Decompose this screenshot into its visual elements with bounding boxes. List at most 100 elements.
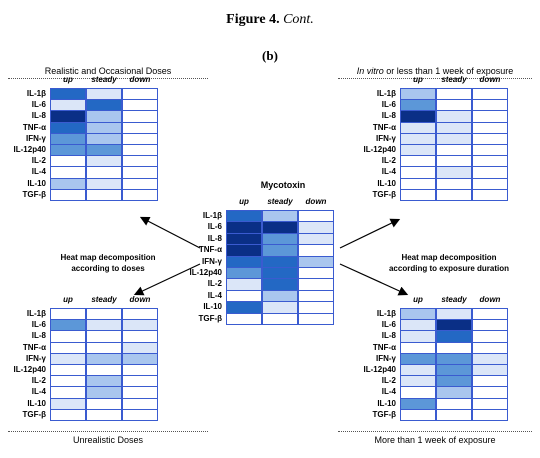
row-label: IL-2 [31, 156, 46, 166]
heat-cell [86, 188, 122, 201]
side-label-left-line2: according to doses [71, 264, 145, 273]
row-label: IL-6 [207, 222, 222, 232]
row-label: IL-2 [381, 376, 396, 386]
row-label: IL-10 [377, 398, 396, 408]
row-label: IL-6 [381, 100, 396, 110]
heat-cell [50, 408, 86, 421]
row-label: IL-2 [381, 156, 396, 166]
side-label-left-line1: Heat map decomposition [60, 253, 156, 262]
side-label-right-line1: Heat map decomposition [401, 253, 497, 262]
heat-cell [50, 188, 86, 201]
row-label: TNF-α [372, 122, 396, 132]
row-label: IFN-γ [26, 133, 46, 143]
column-header-down: down [129, 75, 151, 84]
column-header-down: down [129, 295, 151, 304]
heat-cell [436, 408, 472, 421]
row-label: TGF-β [372, 409, 396, 419]
arrow-up-right [339, 218, 401, 249]
row-label: TNF-α [22, 342, 46, 352]
heat-cell [472, 188, 508, 201]
row-label: TGF-β [198, 313, 222, 323]
caption-top-left: Realistic and Occasional Doses [8, 66, 208, 79]
column-header-up: up [63, 295, 73, 304]
column-header-steady: steady [441, 295, 467, 304]
heat-cell [436, 188, 472, 201]
row-label: IL-12p40 [13, 145, 46, 154]
heat-cell [298, 312, 334, 325]
row-label: IFN-γ [376, 133, 396, 143]
row-label: IL-6 [31, 320, 46, 330]
row-label: IL-1β [376, 89, 396, 98]
row-label: IL-10 [203, 302, 222, 312]
column-header-steady: steady [91, 75, 117, 84]
row-label: IL-1β [376, 309, 396, 318]
caption-top-right-rest: or less than 1 week of exposure [383, 66, 514, 76]
row-label: IL-10 [377, 178, 396, 188]
heat-cell [86, 408, 122, 421]
caption-top-right: In vitro or less than 1 week of exposure [338, 66, 532, 79]
row-label: IL-8 [31, 331, 46, 341]
row-label: IL-4 [31, 167, 46, 177]
row-label: IL-6 [31, 100, 46, 110]
side-label-left: Heat map decomposition according to dose… [38, 252, 178, 274]
row-label: IL-8 [31, 111, 46, 121]
arrow-down-right [339, 263, 409, 296]
row-label: IL-8 [381, 111, 396, 121]
caption-top-right-italic: In vitro [356, 66, 384, 76]
column-header-up: up [413, 75, 423, 84]
heat-cell [226, 312, 262, 325]
row-label: IL-1β [202, 211, 222, 220]
row-label: IL-8 [207, 233, 222, 243]
column-header-up: up [413, 295, 423, 304]
center-title: Mycotoxin [260, 180, 306, 190]
column-header-up: up [239, 197, 249, 206]
row-label: IL-10 [27, 398, 46, 408]
row-label: IL-8 [381, 331, 396, 341]
column-header-down: down [479, 75, 501, 84]
column-header-steady: steady [91, 295, 117, 304]
figure-label: Figure 4. [226, 12, 280, 27]
arrow-up-left [139, 216, 201, 249]
row-label: TGF-β [372, 189, 396, 199]
row-label: IL-2 [207, 279, 222, 289]
row-label: IL-12p40 [363, 365, 396, 374]
caption-bottom-right: More than 1 week of exposure [338, 431, 532, 445]
heat-cell [122, 188, 158, 201]
row-label: IL-12p40 [13, 365, 46, 374]
row-label: IL-4 [381, 167, 396, 177]
side-label-right: Heat map decomposition according to expo… [364, 252, 534, 274]
row-label: TGF-β [22, 189, 46, 199]
heat-cell [472, 408, 508, 421]
row-label: IFN-γ [376, 353, 396, 363]
row-label: IL-4 [31, 387, 46, 397]
row-label: IFN-γ [26, 353, 46, 363]
row-label: IL-12p40 [189, 268, 222, 277]
row-label: TNF-α [372, 342, 396, 352]
column-header-up: up [63, 75, 73, 84]
figure-cont: Cont. [283, 12, 314, 27]
row-label: IL-2 [31, 376, 46, 386]
heat-cell [122, 408, 158, 421]
heat-cell [400, 408, 436, 421]
row-label: IL-6 [381, 320, 396, 330]
arrow-down-left [133, 263, 201, 296]
side-label-right-line2: according to exposure duration [388, 264, 509, 273]
heat-cell [262, 312, 298, 325]
row-label: IL-1β [26, 309, 46, 318]
column-header-down: down [305, 197, 327, 206]
heat-cell [400, 188, 436, 201]
row-label: IL-10 [27, 178, 46, 188]
caption-bottom-left: Unrealistic Doses [8, 431, 208, 445]
figure-title: Figure 4. Cont. [0, 12, 540, 28]
row-label: TNF-α [22, 122, 46, 132]
row-label: TNF-α [198, 245, 222, 255]
row-label: IL-4 [381, 387, 396, 397]
row-label: TGF-β [22, 409, 46, 419]
row-label: IL-1β [26, 89, 46, 98]
row-label: IL-4 [207, 290, 222, 300]
column-header-steady: steady [441, 75, 467, 84]
column-header-steady: steady [267, 197, 293, 206]
row-label: IL-12p40 [363, 145, 396, 154]
row-label: IFN-γ [202, 256, 222, 266]
